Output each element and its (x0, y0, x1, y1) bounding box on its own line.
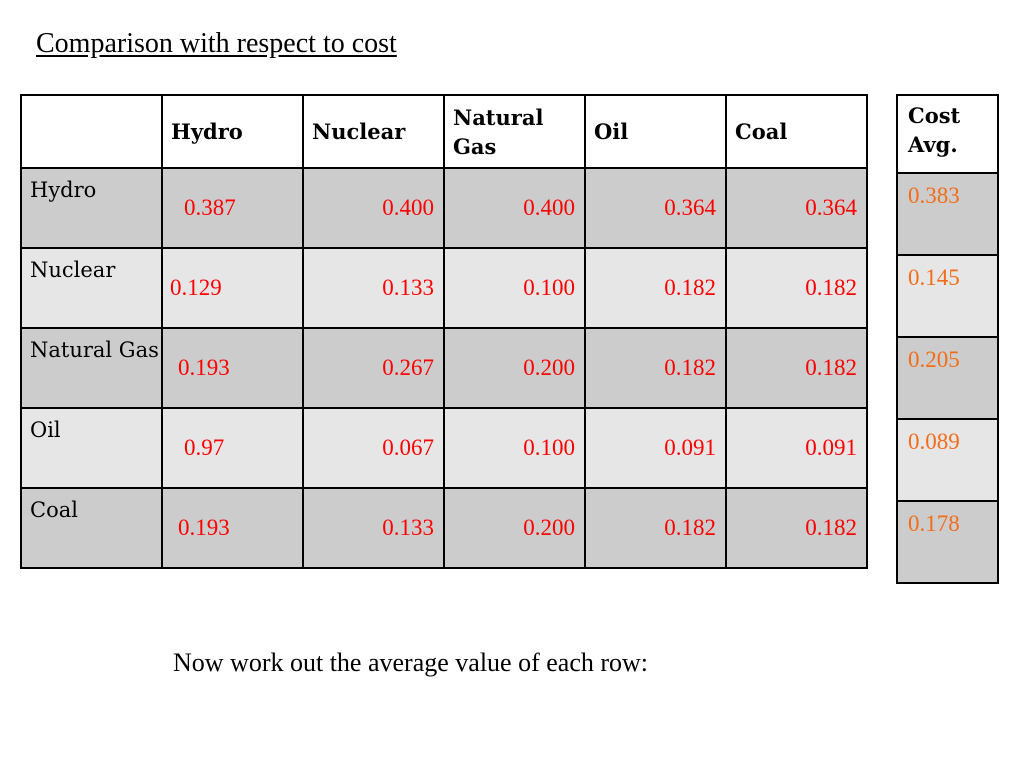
matrix-cell: 0.182 (584, 487, 727, 569)
matrix-cell: 0.267 (302, 327, 445, 409)
matrix-cell: 0.133 (302, 247, 445, 329)
matrix-cell: 0.182 (584, 247, 727, 329)
row-label-nuclear: Nuclear (20, 247, 163, 329)
instruction-text: Now work out the average value of each r… (173, 648, 649, 677)
matrix-cell: 0.193 (161, 327, 304, 409)
table-row: 0.145 (896, 254, 999, 338)
cost-comparison-matrix: Hydro Nuclear Natural Gas Oil Coal Hydro… (20, 94, 868, 569)
column-header-coal: Coal (725, 94, 868, 169)
matrix-cell: 0.100 (443, 247, 586, 329)
matrix-cell: 0.182 (584, 327, 727, 409)
matrix-cell: 0.133 (302, 487, 445, 569)
cost-avg-value: 0.145 (896, 254, 999, 338)
slide-title: Comparison with respect to cost (36, 28, 397, 59)
column-header-natural-gas: Natural Gas (443, 94, 586, 169)
column-header-hydro: Hydro (161, 94, 304, 169)
matrix-cell: 0.091 (725, 407, 868, 489)
cost-avg-value: 0.089 (896, 418, 999, 502)
matrix-cell: 0.364 (725, 167, 868, 249)
row-label-natural-gas: Natural Gas (20, 327, 163, 409)
matrix-cell: 0.193 (161, 487, 304, 569)
matrix-cell: 0.091 (584, 407, 727, 489)
table-row: Natural Gas 0.193 0.267 0.200 0.182 0.18… (20, 327, 868, 409)
cost-avg-value: 0.205 (896, 336, 999, 420)
table-row: Nuclear 0.129 0.133 0.100 0.182 0.182 (20, 247, 868, 329)
cost-average-column: Cost Avg. 0.383 0.145 0.205 0.089 0.178 (896, 94, 999, 584)
matrix-cell: 0.182 (725, 247, 868, 329)
row-label-coal: Coal (20, 487, 163, 569)
matrix-cell: 0.364 (584, 167, 727, 249)
table-row: 0.205 (896, 336, 999, 420)
matrix-cell: 0.400 (302, 167, 445, 249)
column-header-oil: Oil (584, 94, 727, 169)
matrix-cell: 0.400 (443, 167, 586, 249)
table-row: Hydro 0.387 0.400 0.400 0.364 0.364 (20, 167, 868, 249)
corner-cell (20, 94, 163, 169)
row-label-oil: Oil (20, 407, 163, 489)
cost-avg-value: 0.178 (896, 500, 999, 584)
matrix-cell: 0.100 (443, 407, 586, 489)
table-row: Oil 0.97 0.067 0.100 0.091 0.091 (20, 407, 868, 489)
cost-avg-header: Cost Avg. (896, 94, 999, 174)
table-row: 0.383 (896, 172, 999, 256)
matrix-cell: 0.182 (725, 327, 868, 409)
matrix-cell: 0.200 (443, 327, 586, 409)
table-row: 0.178 (896, 500, 999, 584)
matrix-cell: 0.387 (161, 167, 304, 249)
table-row: 0.089 (896, 418, 999, 502)
matrix-cell: 0.200 (443, 487, 586, 569)
column-header-nuclear: Nuclear (302, 94, 445, 169)
matrix-cell: 0.182 (725, 487, 868, 569)
matrix-cell: 0.97 (161, 407, 304, 489)
matrix-cell: 0.067 (302, 407, 445, 489)
cost-avg-value: 0.383 (896, 172, 999, 256)
matrix-cell: 0.129 (161, 247, 304, 329)
table-row: Coal 0.193 0.133 0.200 0.182 0.182 (20, 487, 868, 569)
row-label-hydro: Hydro (20, 167, 163, 249)
